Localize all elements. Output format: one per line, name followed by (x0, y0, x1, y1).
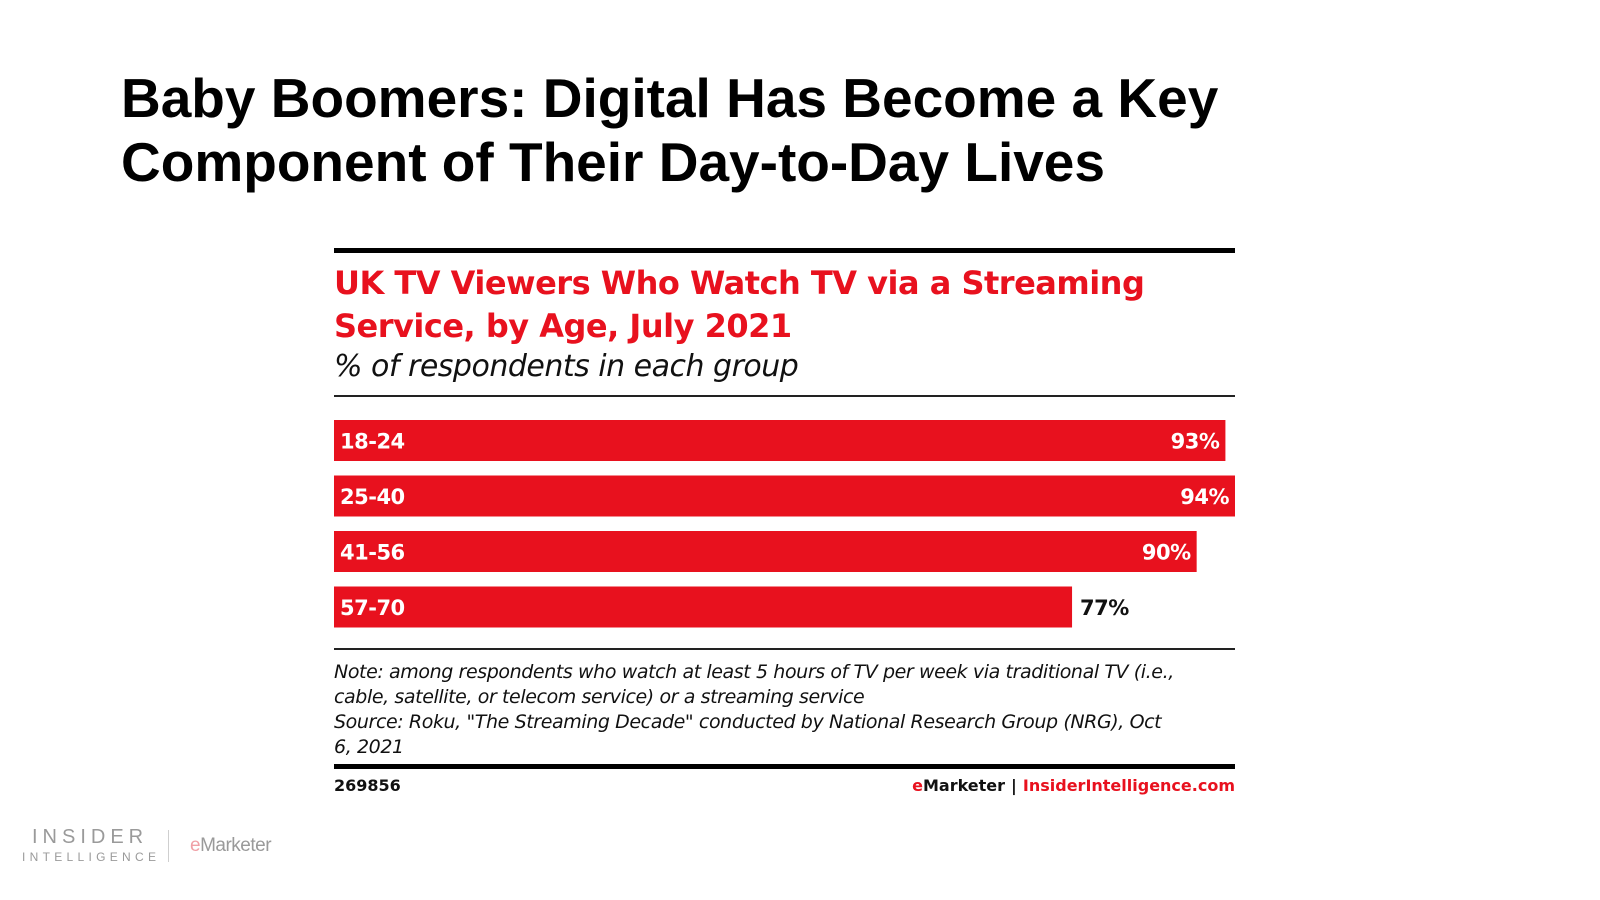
bar-group: 25-40 94% (334, 475, 1235, 517)
chart-title-line-1: UK TV Viewers Who Watch TV via a Streami… (334, 264, 1145, 302)
category-label: 41-56 (340, 541, 405, 565)
chart-id: 269856 (334, 776, 401, 795)
credit-site-link[interactable]: InsiderIntelligence.com (1022, 776, 1235, 795)
chart-title: UK TV Viewers Who Watch TV via a Streami… (334, 262, 1235, 348)
value-label: 90% (1142, 541, 1191, 565)
category-label: 18-24 (340, 430, 405, 454)
logo-emarketer-rest: Marketer (200, 835, 272, 856)
logo-intelligence: INTELLIGENCE (22, 850, 161, 864)
logo-divider (168, 830, 169, 862)
chart-card: UK TV Viewers Who Watch TV via a Streami… (334, 248, 1235, 808)
category-label: 25-40 (340, 485, 405, 509)
chart-credit: eMarketer | InsiderIntelligence.com (912, 776, 1235, 795)
value-label: 94% (1180, 485, 1229, 509)
bar-plot: 18-24 93% 25-40 94% 41-56 90% 57-70 77% (334, 420, 1235, 628)
bar-group: 41-56 90% (334, 531, 1197, 572)
credit-separator: | (1011, 776, 1017, 795)
slide-title-line-2: Component of Their Day-to-Day Lives (121, 131, 1105, 193)
logo-emarketer: eMarketer (190, 835, 272, 857)
value-label: 93% (1171, 430, 1220, 454)
bar-group: 18-24 93% (334, 420, 1226, 461)
chart-subtitle: % of respondents in each group (334, 349, 799, 384)
bar (334, 420, 1226, 461)
bar (334, 531, 1197, 572)
bar (334, 586, 1073, 628)
chart-note: Note: among respondents who watch at lea… (334, 660, 1235, 760)
value-label: 77% (1080, 596, 1129, 620)
source-line-2: 6, 2021 (334, 736, 404, 758)
bottom-rule (334, 764, 1235, 769)
bar (334, 475, 1235, 517)
source-line-1: Source: Roku, "The Streaming Decade" con… (334, 711, 1162, 733)
credit-brand-rest: Marketer (922, 776, 1006, 795)
note-line-1: Note: among respondents who watch at lea… (334, 661, 1174, 683)
note-line-2: cable, satellite, or telecom service) or… (334, 686, 865, 708)
top-rule (334, 248, 1235, 253)
logo-insider: INSIDER (32, 826, 149, 848)
chart-title-line-2: Service, by Age, July 2021 (334, 307, 792, 345)
category-label: 57-70 (340, 596, 405, 620)
subtitle-rule (334, 395, 1235, 397)
bar-group: 57-70 77% (334, 586, 1130, 628)
logo-emarketer-e: e (190, 835, 201, 856)
slide-title-line-1: Baby Boomers: Digital Has Become a Key (121, 67, 1219, 129)
slide-title: Baby Boomers: Digital Has Become a Key C… (121, 66, 1421, 194)
plot-bottom-rule (334, 648, 1235, 650)
credit-brand-e: e (912, 776, 923, 795)
